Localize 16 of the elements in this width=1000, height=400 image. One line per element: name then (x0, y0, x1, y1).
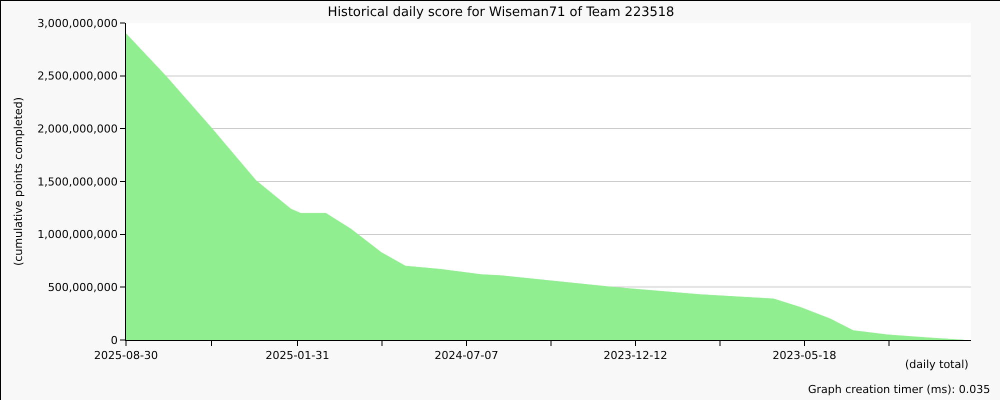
chart-title: Historical daily score for Wiseman71 of Team 223518 (328, 5, 674, 20)
y-tick-label: 2,500,000,000 (37, 70, 118, 83)
x-tick-label: 2023-12-12 (603, 349, 668, 362)
x-tick-label: 2024-07-07 (434, 349, 498, 362)
y-tick-label: 500,000,000 (48, 281, 118, 294)
text: Graph creation timer (ms): 0.035 (808, 383, 990, 396)
x-tick-label: 2023-05-18 (772, 349, 836, 362)
y-axis-title: (cumulative points completed) (12, 97, 25, 266)
y-tick-label: 3,000,000,000 (37, 16, 118, 30)
y-tick-label: 2,000,000,000 (37, 122, 118, 136)
y-tick-label: 0 (110, 334, 118, 347)
x-axis-title: (daily total) (905, 358, 969, 371)
x-tick-label: 2025-01-31 (265, 349, 330, 362)
y-tick-label: 1,000,000,000 (37, 228, 118, 242)
y-tick-label: 1,500,000,000 (37, 175, 118, 188)
x-tick-label: 2025-08-30 (94, 349, 158, 362)
